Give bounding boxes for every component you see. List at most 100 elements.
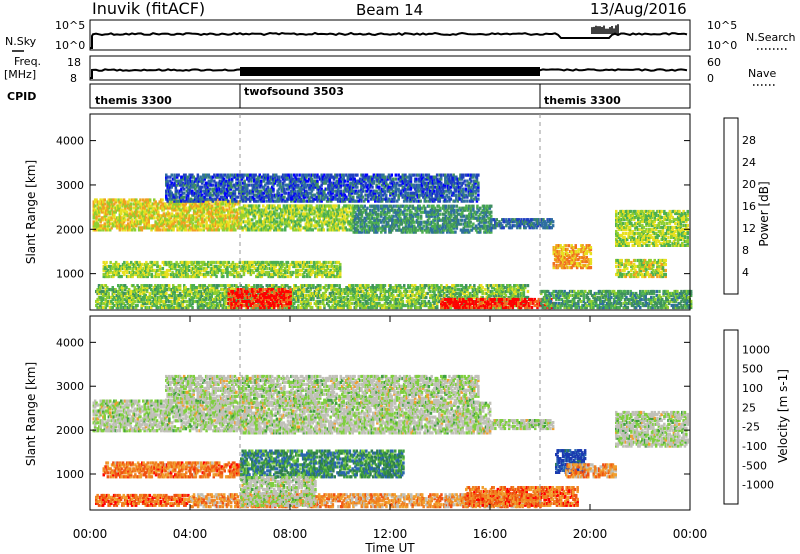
data-cell	[439, 212, 442, 216]
data-cell	[106, 210, 109, 214]
data-cell	[153, 210, 156, 214]
data-cell	[95, 226, 98, 230]
data-cell	[179, 222, 182, 226]
data-cell	[235, 262, 239, 267]
data-cell	[153, 260, 156, 265]
data-cell	[151, 214, 155, 218]
data-cell	[170, 206, 174, 210]
data-cell	[137, 200, 141, 204]
data-cell	[286, 274, 290, 279]
data-cell	[177, 220, 181, 224]
data-cell	[132, 224, 135, 228]
data-cell	[180, 222, 183, 226]
data-cell	[122, 202, 126, 206]
data-cell	[120, 198, 123, 202]
data-cell	[155, 216, 159, 220]
data-cell	[150, 228, 153, 232]
nave-dense-block	[240, 67, 540, 76]
data-cell	[165, 206, 168, 210]
data-cell	[406, 212, 409, 216]
data-cell	[120, 216, 123, 220]
data-cell	[124, 208, 127, 212]
data-cell	[145, 305, 149, 310]
data-cell	[110, 206, 113, 210]
data-cell	[133, 228, 137, 232]
data-cell	[172, 208, 175, 212]
data-cell	[109, 210, 112, 214]
data-cell	[98, 214, 101, 218]
data-cell	[106, 206, 109, 210]
data-cell	[129, 216, 133, 220]
data-cell	[345, 210, 349, 214]
data-cell	[150, 204, 153, 208]
data-cell	[168, 214, 171, 218]
data-cell	[96, 210, 100, 214]
data-cell	[197, 218, 200, 222]
data-cell	[150, 214, 153, 218]
data-cell	[162, 208, 166, 212]
data-cell	[133, 220, 137, 224]
data-cell	[128, 212, 131, 216]
data-cell	[252, 270, 255, 275]
data-cell	[129, 222, 133, 226]
data-cell	[175, 224, 178, 228]
data-cell	[124, 204, 127, 208]
data-cell	[107, 204, 111, 208]
data-cell	[660, 215, 663, 220]
data-cell	[231, 260, 235, 265]
data-cell	[188, 218, 192, 222]
data-cell	[139, 206, 142, 210]
data-cell	[129, 208, 133, 212]
data-cell	[299, 228, 302, 232]
data-cell	[133, 224, 137, 228]
data-cell	[181, 218, 185, 222]
data-cell	[155, 226, 159, 230]
data-cell	[132, 212, 135, 216]
data-cell	[187, 216, 190, 220]
data-cell	[157, 206, 160, 210]
data-cell	[139, 198, 142, 202]
data-cell	[103, 206, 106, 210]
data-cell	[121, 202, 124, 206]
data-cell	[439, 206, 442, 210]
data-cell	[142, 210, 145, 214]
data-cell	[158, 200, 161, 204]
data-cell	[151, 208, 155, 212]
data-cell	[180, 220, 183, 224]
data-cell	[102, 208, 105, 212]
data-cell	[343, 214, 346, 218]
data-cell	[369, 208, 372, 212]
data-cell	[107, 216, 111, 220]
data-cell	[114, 210, 117, 214]
data-cell	[147, 212, 150, 216]
data-cell	[165, 228, 168, 232]
data-cell	[181, 206, 185, 210]
data-cell	[179, 204, 182, 208]
data-cell	[102, 224, 105, 228]
data-cell	[408, 204, 412, 208]
data-cell	[157, 214, 160, 218]
data-cell	[117, 198, 120, 202]
data-cell	[133, 216, 137, 220]
data-cell	[143, 220, 146, 224]
data-cell	[106, 224, 109, 228]
data-cell	[102, 204, 105, 208]
data-cell	[183, 218, 186, 222]
data-cell	[131, 224, 134, 228]
data-cell	[96, 208, 100, 212]
data-cell	[179, 214, 182, 218]
data-cell	[638, 227, 641, 232]
data-cell	[170, 220, 174, 224]
date-title: 13/Aug/2016	[590, 0, 687, 18]
data-cell	[147, 208, 150, 212]
data-cell	[143, 208, 146, 212]
data-cell	[96, 222, 100, 226]
data-cell	[99, 208, 102, 212]
data-cell	[187, 228, 190, 232]
data-cell	[133, 299, 136, 304]
data-cell	[150, 210, 153, 214]
data-cell	[137, 216, 141, 220]
data-cell	[117, 200, 120, 204]
data-cell	[181, 204, 185, 208]
data-cell	[168, 224, 171, 228]
